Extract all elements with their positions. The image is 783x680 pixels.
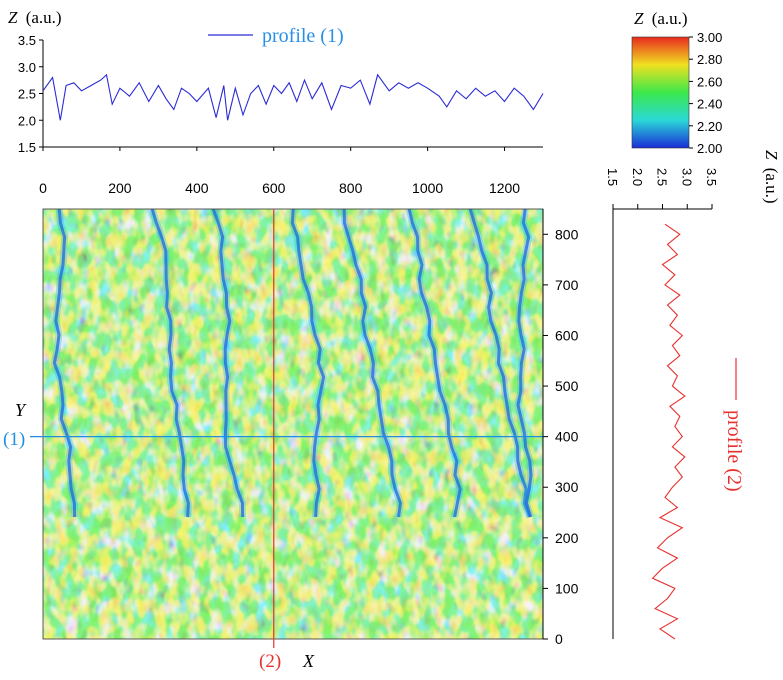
profile-2-z-tick-label: 2.0 xyxy=(630,168,645,186)
profile-1-panel: Z (a.u.) profile (1) 1.5 2.0 2.5 3.0 3.5 0 20… xyxy=(8,8,544,196)
heatmap-vein-halo xyxy=(405,209,464,518)
map-y-tick-label: 800 xyxy=(555,226,579,242)
heatmap-vein-halo xyxy=(466,209,533,519)
profile-1-y-tick-label: 2.0 xyxy=(18,113,36,128)
heatmap-vein xyxy=(150,209,190,518)
profile-2-panel: 1.5 2.0 2.5 3.0 3.5 Z (a.u.) profile (2) xyxy=(605,150,781,640)
colorbar-tick-label: 2.80 xyxy=(697,52,722,67)
map-y-tick-label: 0 xyxy=(555,631,563,647)
x-tick-label: 0 xyxy=(39,180,47,196)
heatmap-vein xyxy=(52,209,77,518)
profile-2-plot xyxy=(651,223,686,640)
heatmap-vein xyxy=(211,209,245,518)
surface-map: (1) (2) Y X 0 100 200 300 400 500 600 700 800 xyxy=(3,208,579,672)
profile-2-zlabel-unit: (a.u.) xyxy=(762,168,781,204)
column-marker-label: (2) xyxy=(259,651,281,672)
profile-2-zlabel: Z (a.u.) xyxy=(762,150,781,204)
profile-2-line xyxy=(651,223,686,640)
heatmap-vein xyxy=(342,209,402,518)
colorbar-tick-label: 2.00 xyxy=(697,141,722,156)
colorbar-tick-label: 3.00 xyxy=(697,30,722,45)
colorbar-title: Z (a.u.) xyxy=(634,9,688,28)
profile-1-ylabel-unit: (a.u.) xyxy=(26,8,62,27)
profile-1-y-tick-label: 3.0 xyxy=(18,60,36,75)
colorbar-gradient xyxy=(631,36,690,149)
map-y-label: Y xyxy=(15,400,27,420)
map-y-tick-label: 500 xyxy=(555,378,579,394)
map-x-label: X xyxy=(302,651,315,671)
heatmap-vein xyxy=(290,209,326,518)
map-y-tick-label: 200 xyxy=(555,530,579,546)
map-y-tick-label: 300 xyxy=(555,479,579,495)
colorbar-tick-label: 2.60 xyxy=(697,74,722,89)
profile-2-z-tick-label: 1.5 xyxy=(605,168,620,186)
map-y-tick-label: 700 xyxy=(555,277,579,293)
map-y-tick-label: 400 xyxy=(555,429,579,445)
profile-2-axes: 1.5 2.0 2.5 3.0 3.5 xyxy=(605,168,719,639)
profile-1-legend-label: profile (1) xyxy=(262,25,344,47)
x-tick-label: 1200 xyxy=(489,180,520,196)
x-tick-label: 800 xyxy=(339,180,363,196)
profile-1-y-tick-label: 2.5 xyxy=(18,87,36,102)
map-y-tick-label: 600 xyxy=(555,327,579,343)
heatmap-vein-halo xyxy=(340,209,404,518)
x-tick-label: 200 xyxy=(108,180,132,196)
profile-1-x-ticks: 0 200 400 600 800 1000 1200 xyxy=(39,147,520,196)
profile-2-legend-label: profile (2) xyxy=(723,410,745,492)
heatmap-vein xyxy=(407,209,462,518)
profile-2-z-tick-label: 3.0 xyxy=(679,168,694,186)
colorbar-title-unit: (a.u.) xyxy=(652,9,688,28)
heatmap-vein xyxy=(468,209,532,518)
colorbar-title-var: Z xyxy=(634,9,644,28)
heatmap-vein-halo xyxy=(514,209,535,519)
colorbar: Z (a.u.) 3.00 2.80 2.60 2.40 2.20 2.00 xyxy=(631,9,722,156)
profile-1-ylabel-var: Z xyxy=(8,8,18,27)
heatmap-veins xyxy=(50,209,535,519)
profile-2-z-tick-label: 2.5 xyxy=(655,168,670,186)
profile-1-line xyxy=(42,73,544,121)
map-y-ticks: 0 100 200 300 400 500 600 700 800 xyxy=(542,209,579,647)
profile-1-y-tick-label: 1.5 xyxy=(18,140,36,155)
x-tick-label: 1000 xyxy=(412,180,443,196)
profile-2-zlabel-var: Z xyxy=(762,150,781,160)
heatmap-vein-halo xyxy=(148,209,192,518)
heatmap-vein-halo xyxy=(288,209,328,518)
heatmap-vein xyxy=(516,209,533,518)
colorbar-tick-label: 2.20 xyxy=(697,119,722,134)
profile-1-ylabel: Z (a.u.) xyxy=(8,8,62,27)
colorbar-tick-label: 2.40 xyxy=(697,97,722,112)
profile-1-axes: 1.5 2.0 2.5 3.0 3.5 xyxy=(18,33,543,155)
map-y-tick-label: 100 xyxy=(555,580,579,596)
heatmap-vein-halo xyxy=(209,209,247,518)
heatmap-image xyxy=(43,209,543,639)
colorbar-ticks: 3.00 2.80 2.60 2.40 2.20 2.00 xyxy=(689,30,722,156)
heatmap-vein-halo xyxy=(50,209,79,518)
x-tick-label: 600 xyxy=(262,180,286,196)
profile-2-z-tick-label: 3.5 xyxy=(704,168,719,186)
row-marker-label: (1) xyxy=(3,429,25,450)
x-tick-label: 400 xyxy=(185,180,209,196)
profile-1-plot xyxy=(42,73,544,121)
profile-1-y-tick-label: 3.5 xyxy=(18,33,36,48)
